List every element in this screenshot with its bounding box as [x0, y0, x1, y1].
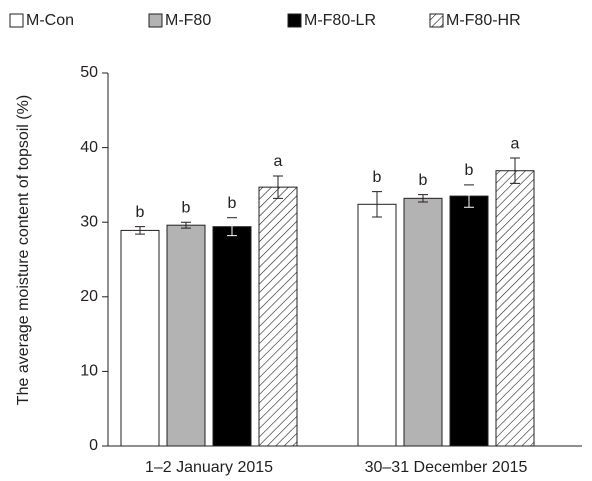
significance-label: b — [136, 204, 145, 221]
y-tick-label: 40 — [80, 139, 98, 156]
significance-label: b — [182, 199, 191, 216]
legend-label: M-F80 — [165, 12, 211, 29]
error-bar — [418, 194, 428, 203]
bar — [212, 226, 252, 447]
x-tick-label: 30–31 December 2015 — [365, 459, 528, 476]
error-bar — [510, 157, 520, 184]
y-tick-label: 30 — [80, 213, 98, 230]
significance-label: a — [274, 153, 283, 170]
legend-label: M-Con — [26, 12, 74, 29]
legend-swatch — [287, 13, 302, 28]
legend-swatch — [148, 13, 163, 28]
bar — [495, 170, 535, 447]
significance-label: b — [419, 172, 428, 189]
y-tick-label: 0 — [89, 437, 98, 454]
bar — [120, 229, 160, 447]
legend-swatch — [429, 13, 444, 28]
x-tick-label: 1–2 January 2015 — [145, 459, 273, 476]
significance-label: a — [511, 135, 520, 152]
significance-label: b — [465, 162, 474, 179]
y-axis-label: The average moisture content of topsoil … — [15, 95, 32, 405]
legend-swatch — [9, 13, 24, 28]
significance-label: b — [373, 169, 382, 186]
legend-label: M-F80-HR — [446, 12, 521, 29]
bar — [449, 195, 489, 447]
error-bar — [372, 191, 382, 218]
bar — [403, 197, 443, 447]
error-bar — [135, 226, 145, 235]
bar — [258, 186, 298, 447]
bar — [166, 224, 206, 447]
significance-label: b — [228, 195, 237, 212]
error-bar — [273, 175, 283, 199]
legend-label: M-F80-LR — [304, 12, 376, 29]
error-bar — [181, 221, 191, 229]
y-tick-label: 10 — [80, 363, 98, 380]
y-tick-label: 20 — [80, 288, 98, 305]
y-tick-label: 50 — [80, 64, 98, 81]
bar — [357, 203, 397, 447]
